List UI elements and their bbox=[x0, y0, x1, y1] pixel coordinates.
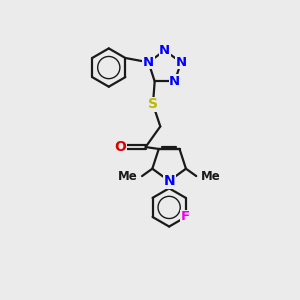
Text: O: O bbox=[115, 140, 127, 154]
Text: Me: Me bbox=[118, 169, 138, 183]
Text: N: N bbox=[169, 75, 180, 88]
Text: N: N bbox=[176, 56, 187, 69]
Text: F: F bbox=[181, 211, 190, 224]
Text: Me: Me bbox=[201, 169, 220, 183]
Text: S: S bbox=[148, 98, 158, 111]
Text: N: N bbox=[143, 56, 154, 69]
Text: N: N bbox=[159, 44, 170, 57]
Text: N: N bbox=[163, 174, 175, 188]
